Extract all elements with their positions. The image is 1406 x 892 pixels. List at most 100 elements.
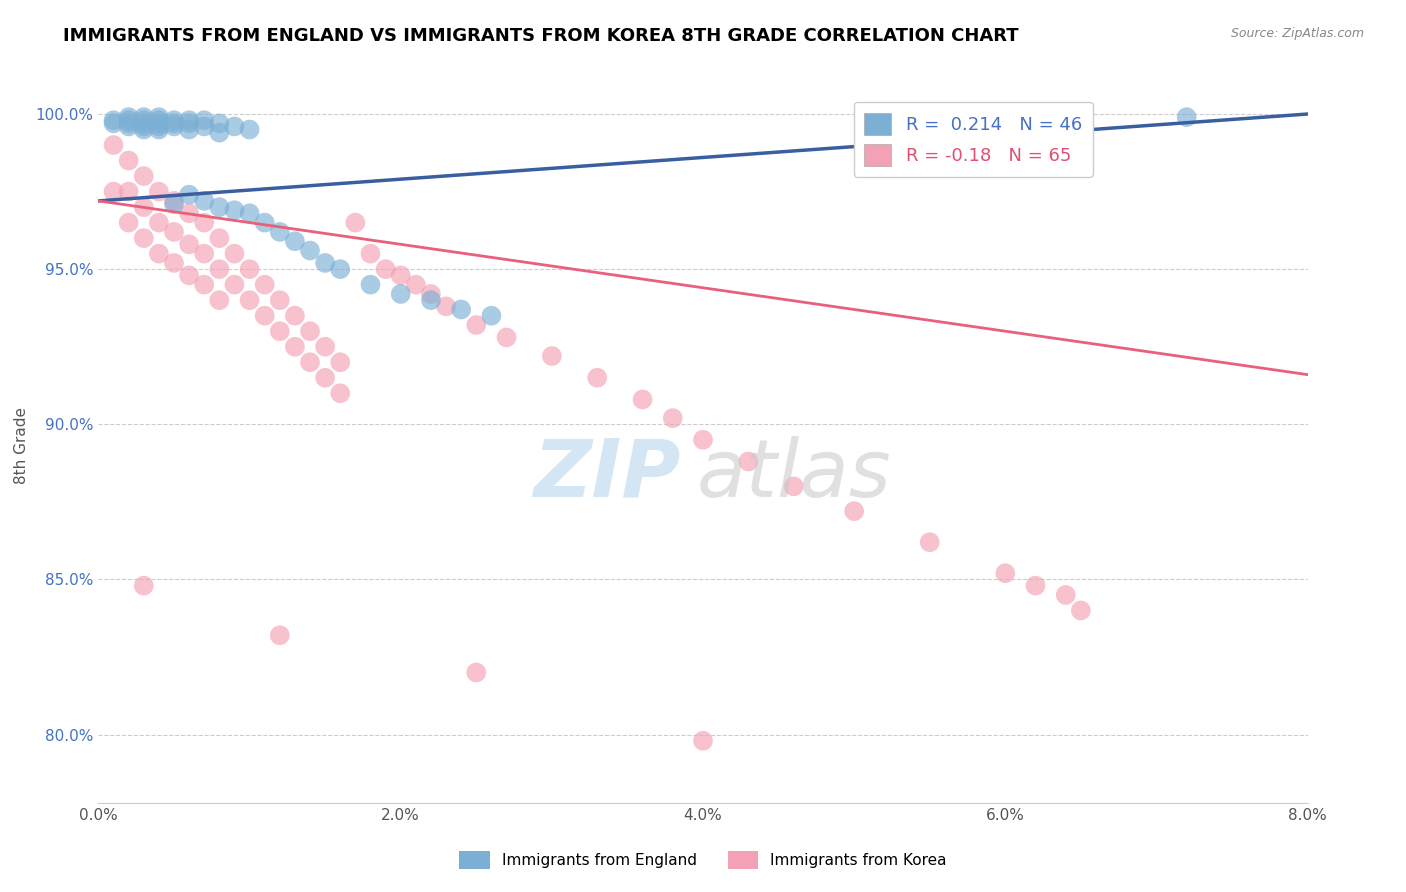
Point — [118, 116, 141, 130]
Point — [208, 231, 231, 245]
Point — [163, 194, 186, 208]
Point — [179, 237, 201, 252]
Point — [148, 122, 170, 136]
Point — [179, 116, 201, 130]
Point — [224, 246, 246, 260]
Point — [118, 110, 141, 124]
Point — [540, 349, 562, 363]
Point — [132, 169, 155, 183]
Point — [389, 268, 412, 283]
Point — [132, 113, 155, 128]
Point — [360, 246, 382, 260]
Point — [193, 120, 215, 134]
Point — [208, 126, 231, 140]
Point — [148, 116, 170, 130]
Point — [420, 293, 443, 308]
Point — [239, 206, 262, 220]
Y-axis label: 8th Grade: 8th Grade — [14, 408, 28, 484]
Point — [163, 116, 186, 130]
Text: ZIP: ZIP — [533, 435, 681, 514]
Point — [239, 293, 262, 308]
Point — [148, 246, 170, 260]
Point — [132, 200, 155, 214]
Point — [495, 330, 517, 344]
Point — [118, 153, 141, 168]
Point — [179, 206, 201, 220]
Point — [465, 318, 488, 332]
Point — [103, 138, 125, 153]
Point — [344, 216, 367, 230]
Point — [239, 262, 262, 277]
Point — [208, 262, 231, 277]
Point — [692, 433, 714, 447]
Point — [844, 504, 866, 518]
Point — [299, 324, 322, 338]
Point — [783, 479, 806, 493]
Text: IMMIGRANTS FROM ENGLAND VS IMMIGRANTS FROM KOREA 8TH GRADE CORRELATION CHART: IMMIGRANTS FROM ENGLAND VS IMMIGRANTS FR… — [63, 27, 1019, 45]
Point — [208, 200, 231, 214]
Point — [148, 120, 170, 134]
Point — [1054, 588, 1077, 602]
Point — [193, 194, 215, 208]
Point — [314, 256, 336, 270]
Point — [163, 256, 186, 270]
Text: Source: ZipAtlas.com: Source: ZipAtlas.com — [1230, 27, 1364, 40]
Point — [994, 566, 1017, 581]
Point — [163, 225, 186, 239]
Point — [329, 355, 352, 369]
Point — [586, 370, 609, 384]
Point — [118, 185, 141, 199]
Point — [224, 203, 246, 218]
Point — [374, 262, 396, 277]
Point — [253, 277, 276, 292]
Point — [132, 120, 155, 134]
Point — [148, 185, 170, 199]
Point — [918, 535, 941, 549]
Point — [284, 309, 307, 323]
Point — [163, 120, 186, 134]
Point — [208, 116, 231, 130]
Point — [179, 113, 201, 128]
Point — [208, 293, 231, 308]
Point — [269, 293, 291, 308]
Point — [224, 120, 246, 134]
Point — [179, 187, 201, 202]
Point — [103, 113, 125, 128]
Point — [299, 355, 322, 369]
Point — [179, 268, 201, 283]
Point — [329, 386, 352, 401]
Point — [360, 277, 382, 292]
Point — [253, 309, 276, 323]
Point — [314, 340, 336, 354]
Point — [269, 324, 291, 338]
Point — [329, 262, 352, 277]
Point — [103, 116, 125, 130]
Point — [420, 287, 443, 301]
Point — [224, 277, 246, 292]
Point — [148, 113, 170, 128]
Point — [163, 113, 186, 128]
Point — [434, 299, 457, 313]
Point — [193, 246, 215, 260]
Point — [179, 122, 201, 136]
Point — [314, 370, 336, 384]
Legend: R =  0.214   N = 46, R = -0.18   N = 65: R = 0.214 N = 46, R = -0.18 N = 65 — [853, 102, 1092, 177]
Point — [148, 216, 170, 230]
Point — [132, 116, 155, 130]
Point — [118, 216, 141, 230]
Point — [269, 225, 291, 239]
Point — [692, 733, 714, 747]
Point — [1175, 110, 1198, 124]
Point — [631, 392, 654, 407]
Point — [239, 122, 262, 136]
Point — [132, 579, 155, 593]
Point — [132, 231, 155, 245]
Point — [1070, 603, 1092, 617]
Point — [661, 411, 683, 425]
Point — [193, 216, 215, 230]
Point — [269, 628, 291, 642]
Point — [148, 110, 170, 124]
Point — [253, 216, 276, 230]
Point — [299, 244, 322, 258]
Point — [103, 185, 125, 199]
